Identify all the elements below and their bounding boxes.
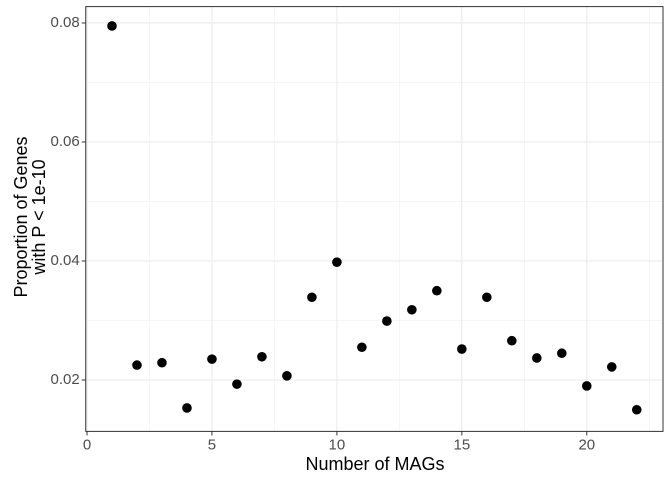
point <box>157 357 167 368</box>
point <box>182 403 192 413</box>
x-tick-label: 20 <box>578 436 595 453</box>
point <box>507 335 517 346</box>
y-axis-title: Proportion of Genes <box>11 136 31 297</box>
panel-border <box>85 6 664 432</box>
y-axis-title: with P < 1e-10 <box>29 159 49 275</box>
y-tick-label: 0.02 <box>51 371 80 388</box>
x-tick-label: 5 <box>208 436 216 453</box>
y-tick-label: 0.08 <box>51 14 80 31</box>
point <box>631 404 642 415</box>
point <box>532 353 542 363</box>
y-tick-label: 0.04 <box>51 252 80 269</box>
point <box>132 360 142 370</box>
point <box>332 257 342 267</box>
point <box>207 354 217 364</box>
point <box>457 344 467 354</box>
point <box>407 304 417 315</box>
point <box>432 285 442 296</box>
x-tick-label: 15 <box>453 436 470 453</box>
x-tick-label: 0 <box>83 436 91 453</box>
point <box>556 348 567 359</box>
x-tick-label: 10 <box>329 436 346 453</box>
point <box>232 379 242 389</box>
point <box>357 342 367 353</box>
point <box>581 381 592 391</box>
point <box>257 351 267 362</box>
point <box>107 21 117 31</box>
point <box>382 316 392 326</box>
x-axis-title: Number of MAGs <box>305 454 444 474</box>
point <box>482 292 492 303</box>
point <box>606 362 617 372</box>
point <box>282 371 292 381</box>
point <box>307 292 317 303</box>
y-tick-label: 0.06 <box>51 133 80 150</box>
